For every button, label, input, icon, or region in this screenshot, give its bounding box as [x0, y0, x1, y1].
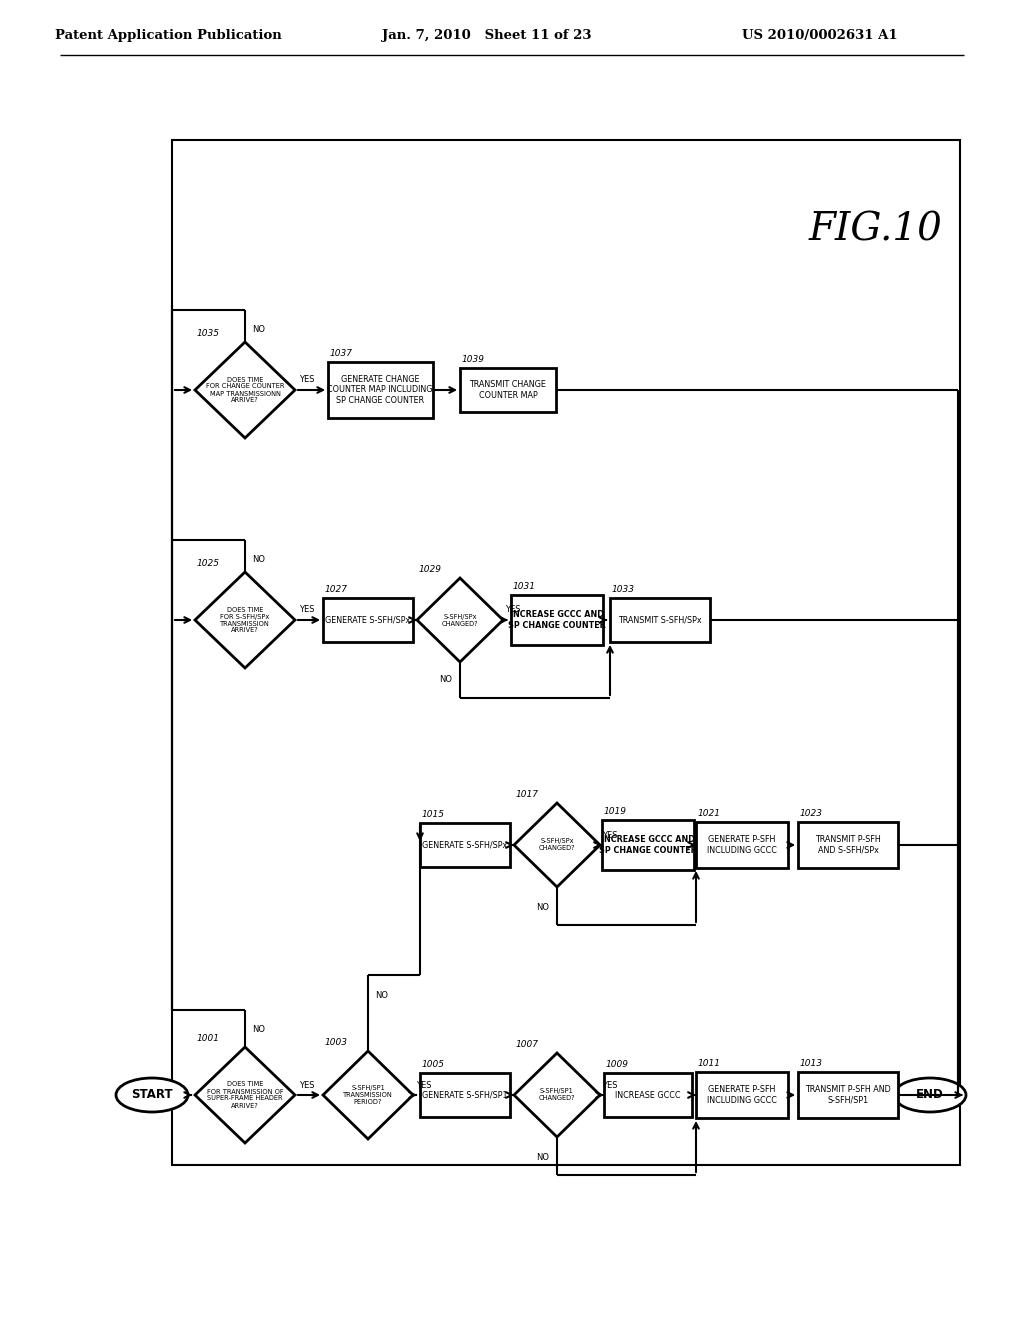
Bar	[610, 598, 710, 642]
Text: Jan. 7, 2010   Sheet 11 of 23: Jan. 7, 2010 Sheet 11 of 23	[382, 29, 592, 41]
Text: INCREASE GCCC AND
SP CHANGE COUNTER: INCREASE GCCC AND SP CHANGE COUNTER	[599, 836, 697, 855]
Text: 1029: 1029	[419, 565, 442, 574]
Text: 1017: 1017	[516, 789, 539, 799]
Bar	[602, 820, 694, 870]
Text: 1011: 1011	[698, 1059, 721, 1068]
Text: YES: YES	[299, 606, 314, 615]
Text: DOES TIME
FOR CHANGE COUNTER
MAP TRANSMISSIONN
ARRIVE?: DOES TIME FOR CHANGE COUNTER MAP TRANSMI…	[206, 376, 285, 404]
Polygon shape	[514, 803, 600, 887]
Text: GENERATE S-SFH/SP1: GENERATE S-SFH/SP1	[422, 1090, 508, 1100]
Text: S-SFH/SPx
CHANGED?: S-SFH/SPx CHANGED?	[441, 614, 478, 627]
Text: YES: YES	[416, 1081, 432, 1089]
Text: NO: NO	[439, 676, 453, 685]
Text: 1031: 1031	[513, 582, 536, 591]
Ellipse shape	[116, 1078, 188, 1111]
Text: 1019: 1019	[604, 807, 627, 816]
Text: END: END	[916, 1089, 944, 1101]
Text: 1037: 1037	[330, 348, 352, 358]
Text: NO: NO	[376, 990, 388, 999]
Text: YES: YES	[299, 375, 314, 384]
Text: US 2010/0002631 A1: US 2010/0002631 A1	[742, 29, 898, 41]
Text: 1013: 1013	[800, 1059, 823, 1068]
Text: NO: NO	[537, 1152, 550, 1162]
Text: Patent Application Publication: Patent Application Publication	[54, 29, 282, 41]
Text: 1007: 1007	[516, 1040, 539, 1049]
Text: START: START	[131, 1089, 173, 1101]
Text: 1035: 1035	[197, 329, 220, 338]
Bar	[798, 1072, 898, 1118]
Text: 1009: 1009	[606, 1060, 629, 1069]
Text: GENERATE S-SFH/SPx: GENERATE S-SFH/SPx	[326, 615, 411, 624]
Text: 1039: 1039	[462, 355, 485, 364]
Bar	[604, 1073, 692, 1117]
Text: GENERATE P-SFH
INCLUDING GCCC: GENERATE P-SFH INCLUDING GCCC	[707, 836, 777, 855]
Polygon shape	[323, 1051, 413, 1139]
Polygon shape	[195, 572, 295, 668]
Text: S-SFH/SPx
CHANGED?: S-SFH/SPx CHANGED?	[539, 838, 575, 851]
Bar	[172, 140, 961, 1166]
Text: NO: NO	[253, 556, 265, 565]
Text: 1033: 1033	[612, 585, 635, 594]
Text: GENERATE S-SFH/SPx: GENERATE S-SFH/SPx	[422, 841, 508, 850]
Bar	[696, 1072, 788, 1118]
Text: INCREASE GCCC AND
SP CHANGE COUNTER: INCREASE GCCC AND SP CHANGE COUNTER	[508, 610, 606, 630]
Polygon shape	[195, 1047, 295, 1143]
Bar	[420, 1073, 510, 1117]
Bar	[420, 822, 510, 867]
Text: INCREASE GCCC: INCREASE GCCC	[615, 1090, 681, 1100]
Text: 1021: 1021	[698, 809, 721, 818]
Text: 1001: 1001	[197, 1034, 220, 1043]
Text: TRANSMIT P-SFH AND
S-SFH/SP1: TRANSMIT P-SFH AND S-SFH/SP1	[805, 1085, 891, 1105]
Text: TRANSMIT CHANGE
COUNTER MAP: TRANSMIT CHANGE COUNTER MAP	[470, 380, 547, 400]
Bar	[696, 822, 788, 869]
Text: TRANSMIT S-SFH/SPx: TRANSMIT S-SFH/SPx	[618, 615, 701, 624]
Text: GENERATE CHANGE
COUNTER MAP INCLUDING
SP CHANGE COUNTER: GENERATE CHANGE COUNTER MAP INCLUDING SP…	[328, 375, 433, 405]
Bar	[323, 598, 413, 642]
Bar	[460, 368, 556, 412]
Text: 1027: 1027	[325, 585, 348, 594]
Text: YES: YES	[602, 830, 617, 840]
Polygon shape	[514, 1053, 600, 1137]
Text: TRANSMIT P-SFH
AND S-SFH/SPx: TRANSMIT P-SFH AND S-SFH/SPx	[815, 836, 881, 855]
Ellipse shape	[894, 1078, 966, 1111]
Text: 1005: 1005	[422, 1060, 445, 1069]
Text: YES: YES	[299, 1081, 314, 1089]
Text: YES: YES	[602, 1081, 617, 1089]
Bar	[511, 595, 603, 645]
Text: FIG.10: FIG.10	[809, 211, 943, 248]
Text: YES: YES	[505, 606, 521, 615]
Text: NO: NO	[253, 326, 265, 334]
Text: DOES TIME
FOR TRANSMISSION OF
SUPER-FRAME HEADER
ARRIVE?: DOES TIME FOR TRANSMISSION OF SUPER-FRAM…	[207, 1081, 284, 1109]
Text: NO: NO	[253, 1026, 265, 1035]
Text: 1025: 1025	[197, 558, 220, 568]
Bar	[798, 822, 898, 869]
Text: 1015: 1015	[422, 810, 445, 818]
Text: S-SFH/SP1
CHANGED?: S-SFH/SP1 CHANGED?	[539, 1089, 575, 1101]
Text: NO: NO	[537, 903, 550, 912]
Text: 1003: 1003	[325, 1038, 348, 1047]
Polygon shape	[417, 578, 503, 663]
Text: DOES TIME
FOR S-SFH/SPx
TRANSMISSION
ARRIVE?: DOES TIME FOR S-SFH/SPx TRANSMISSION ARR…	[220, 606, 270, 634]
Text: 1023: 1023	[800, 809, 823, 818]
Polygon shape	[195, 342, 295, 438]
Bar	[328, 362, 432, 418]
Text: GENERATE P-SFH
INCLUDING GCCC: GENERATE P-SFH INCLUDING GCCC	[707, 1085, 777, 1105]
Text: S-SFH/SP1
TRANSMISSION
PERIOD?: S-SFH/SP1 TRANSMISSION PERIOD?	[343, 1085, 393, 1105]
